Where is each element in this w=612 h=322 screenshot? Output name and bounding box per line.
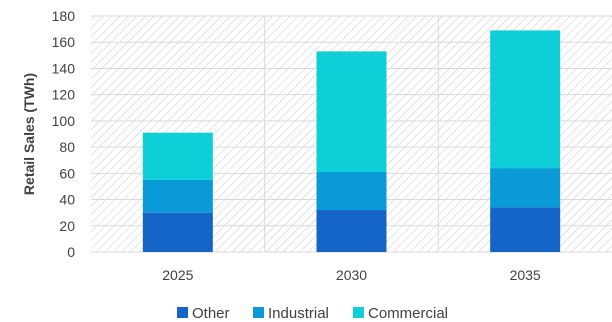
y-tick-label: 180	[52, 8, 76, 24]
bar-commercial-2030	[316, 51, 387, 173]
bar-industrial-2030	[316, 172, 387, 211]
x-tick-label: 2025	[162, 267, 193, 283]
legend-swatch-commercial	[353, 307, 364, 318]
bar-other-2030	[316, 210, 387, 252]
legend-label-other: Other	[192, 305, 230, 322]
y-tick-label: 60	[59, 165, 75, 181]
y-tick-label: 160	[52, 34, 76, 50]
x-tick-label: 2035	[510, 267, 541, 283]
bar-commercial-2025	[142, 132, 213, 180]
x-tick-labels: 2025 2030 2035	[162, 267, 541, 283]
legend-swatch-industrial	[253, 307, 264, 318]
y-tick-label: 0	[67, 244, 75, 260]
legend-label-industrial: Industrial	[268, 305, 329, 322]
legend-swatch-other	[177, 307, 188, 318]
y-tick-label: 140	[52, 60, 76, 76]
y-axis-title: Retail Sales (TWh)	[21, 73, 37, 195]
y-tick-label: 80	[59, 139, 75, 155]
y-tick-label: 120	[52, 87, 76, 103]
bar-commercial-2035	[490, 30, 561, 169]
legend: Other Industrial Commercial	[177, 305, 448, 322]
y-tick-labels: 0 20 40 60 80 100 120 140 160 180	[52, 8, 76, 260]
y-tick-label: 100	[52, 113, 76, 129]
legend-label-commercial: Commercial	[368, 305, 448, 322]
bar-other-2025	[142, 212, 213, 252]
bar-industrial-2035	[490, 168, 561, 208]
bars	[142, 30, 561, 252]
y-tick-label: 20	[59, 218, 75, 234]
bar-other-2035	[490, 207, 561, 252]
bar-industrial-2025	[142, 179, 213, 213]
y-tick-label: 40	[59, 192, 75, 208]
x-tick-label: 2030	[336, 267, 367, 283]
